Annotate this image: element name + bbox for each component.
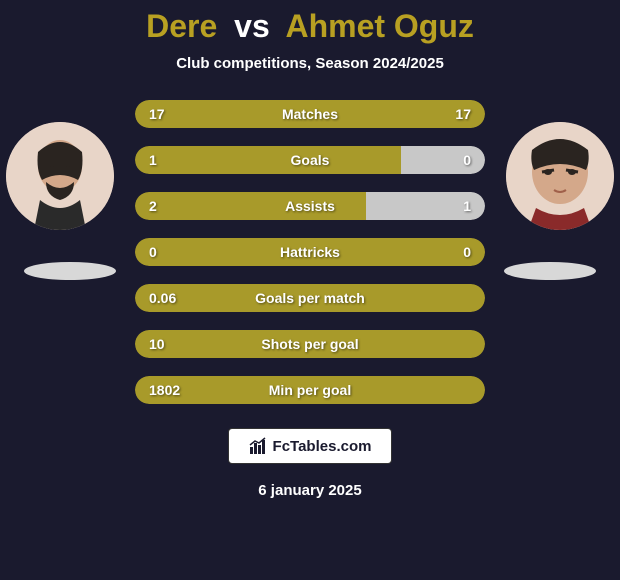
stat-label: Goals xyxy=(135,152,485,168)
stat-value-right: 17 xyxy=(455,106,471,122)
date-text: 6 january 2025 xyxy=(258,482,361,499)
stat-value-right: 0 xyxy=(463,244,471,260)
avatar-placeholder-icon xyxy=(6,122,114,230)
avatar-placeholder-icon xyxy=(506,122,614,230)
title-player-left: Dere xyxy=(146,8,217,44)
chart-icon xyxy=(249,437,267,455)
stat-bar: 10Shots per goal xyxy=(135,330,485,358)
title-player-right: Ahmet Oguz xyxy=(285,8,473,44)
stat-label: Assists xyxy=(135,198,485,214)
stat-label: Shots per goal xyxy=(135,336,485,352)
fctables-text: FcTables.com xyxy=(273,438,372,455)
stat-label: Matches xyxy=(135,106,485,122)
stat-value-right: 1 xyxy=(463,198,471,214)
stat-bar: 1802Min per goal xyxy=(135,376,485,404)
stat-bar: 0.06Goals per match xyxy=(135,284,485,312)
main-container: Dere vs Ahmet Oguz Club competitions, Se… xyxy=(0,0,620,580)
stat-label: Hattricks xyxy=(135,244,485,260)
stat-bar: 1Goals0 xyxy=(135,146,485,174)
stat-bar: 2Assists1 xyxy=(135,192,485,220)
stat-bar: 17Matches17 xyxy=(135,100,485,128)
stat-label: Min per goal xyxy=(135,382,485,398)
stat-label: Goals per match xyxy=(135,290,485,306)
subtitle: Club competitions, Season 2024/2025 xyxy=(176,55,444,72)
avatar-shadow-left xyxy=(24,262,116,280)
player-avatar-right xyxy=(506,122,614,230)
stats-column: 17Matches171Goals02Assists10Hattricks00.… xyxy=(135,100,485,404)
stat-bar: 0Hattricks0 xyxy=(135,238,485,266)
stat-value-right: 0 xyxy=(463,152,471,168)
fctables-badge: FcTables.com xyxy=(228,428,393,464)
player-avatar-left xyxy=(6,122,114,230)
page-title: Dere vs Ahmet Oguz xyxy=(146,8,474,45)
avatar-shadow-right xyxy=(504,262,596,280)
title-vs: vs xyxy=(234,8,270,44)
